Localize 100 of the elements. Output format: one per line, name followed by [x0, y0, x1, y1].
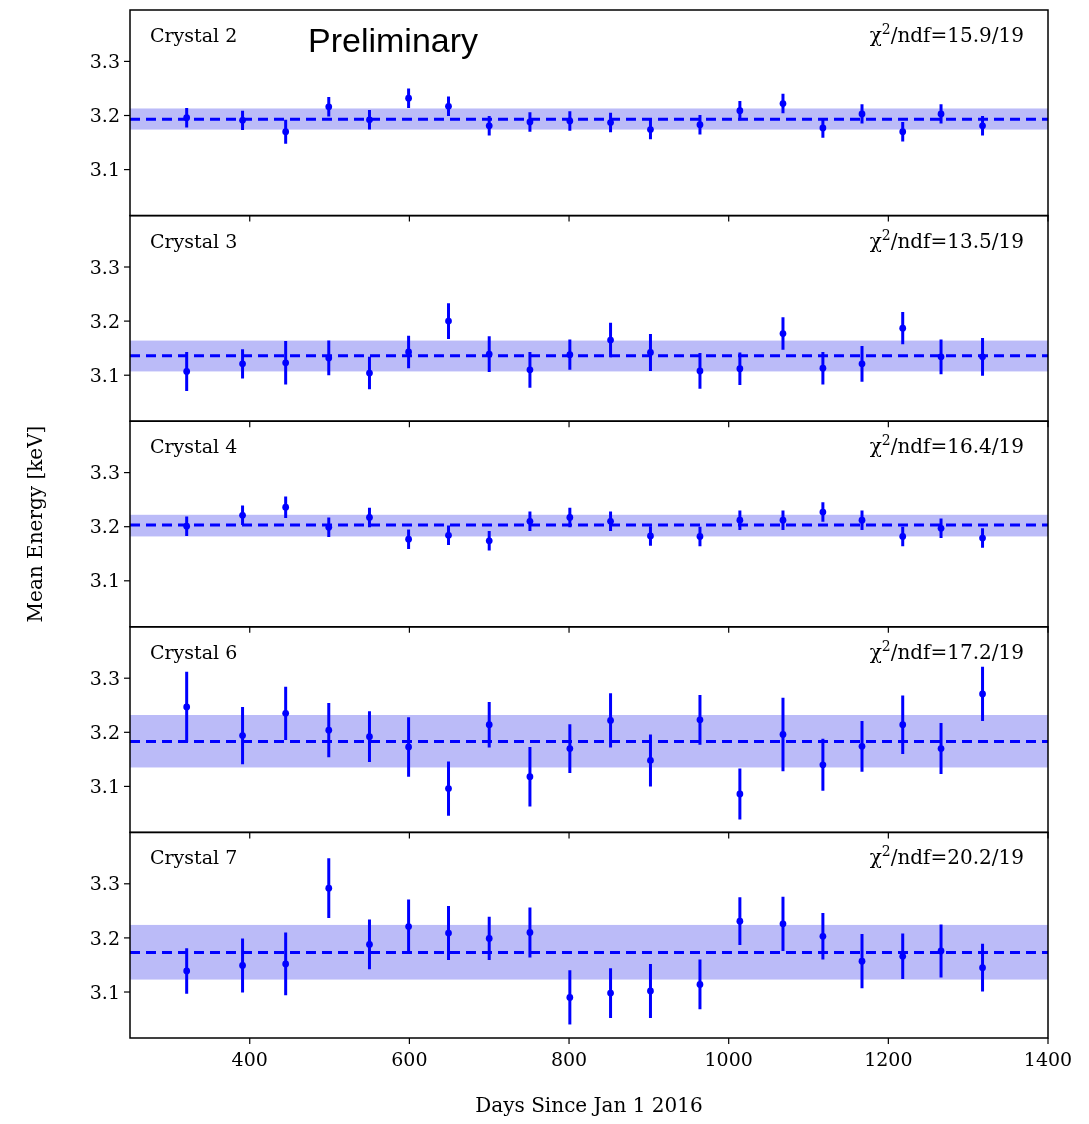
point [282, 960, 290, 968]
point [183, 967, 191, 975]
point [183, 114, 191, 122]
point [485, 537, 493, 545]
y-axis-title: Mean Energy [keV] [23, 425, 47, 623]
point [325, 884, 333, 892]
point [607, 517, 614, 525]
point [819, 761, 827, 769]
point [566, 117, 574, 125]
point [405, 348, 412, 356]
point [937, 947, 945, 955]
text: Crystal 3 [150, 229, 238, 252]
point [282, 709, 290, 717]
point [183, 368, 191, 375]
y-tick-label: 3.3 [89, 255, 120, 278]
y-tick-label: 3.1 [89, 980, 120, 1003]
y-tick-label: 3.1 [89, 775, 120, 798]
point [937, 110, 945, 118]
point [937, 524, 945, 532]
x-axis-title: Days Since Jan 1 2016 [475, 1093, 703, 1117]
point [325, 103, 333, 111]
annotation: χ$^{2}$/ndf=15.9/19 [869, 21, 1024, 47]
point [607, 119, 614, 126]
point [937, 353, 945, 361]
point [485, 350, 493, 358]
point [779, 100, 787, 107]
point [979, 964, 986, 972]
text: Crystal 7 [150, 846, 238, 869]
x-tick-label: 400 [231, 1048, 268, 1070]
point [405, 94, 412, 102]
point [526, 773, 534, 781]
y-tick-label: 3.2 [89, 104, 120, 127]
point [282, 128, 290, 136]
point [858, 516, 866, 524]
point [899, 324, 907, 332]
point [183, 522, 191, 530]
y-tick-label: 3.3 [89, 50, 120, 73]
point [405, 743, 412, 751]
point [979, 353, 986, 361]
annotation: χ$^{2}$/ndf=17.2/19 [869, 637, 1024, 664]
y-tick-label: 3.3 [89, 461, 120, 484]
point [485, 935, 493, 942]
point [366, 369, 373, 377]
point [736, 107, 744, 115]
point [325, 726, 333, 734]
point [736, 917, 744, 925]
point [526, 366, 534, 374]
point [858, 742, 866, 750]
y-tick-label: 3.2 [89, 309, 120, 332]
point [647, 987, 654, 995]
point [647, 349, 654, 356]
point [526, 517, 534, 525]
point [566, 514, 574, 521]
point [282, 503, 290, 511]
y-tick-label: 3.2 [89, 926, 120, 949]
x-tick-label: 600 [391, 1048, 428, 1070]
y-tick-label: 3.3 [89, 666, 120, 689]
y-tick-label: 3.1 [89, 569, 120, 592]
point [819, 124, 827, 132]
point [696, 533, 704, 540]
point [366, 941, 373, 948]
x-tick-label: 1000 [704, 1048, 753, 1070]
point [485, 122, 493, 130]
text: Crystal 2 [150, 24, 238, 46]
point [239, 962, 246, 969]
point [526, 929, 534, 936]
point [779, 330, 787, 337]
x-tick-label: 1200 [864, 1048, 913, 1070]
point [239, 511, 246, 519]
point [696, 716, 704, 724]
point [858, 360, 866, 368]
point [736, 790, 744, 798]
point [899, 533, 907, 540]
point [405, 923, 412, 930]
y-tick-label: 3.2 [89, 515, 120, 538]
annotation: χ$^{2}$/ndf=16.4/19 [869, 432, 1024, 459]
point [445, 317, 452, 325]
annotation: Preliminary [308, 21, 479, 59]
point [183, 703, 191, 711]
y-tick-label: 3.3 [89, 872, 120, 895]
point [858, 110, 866, 118]
point [696, 121, 704, 129]
point [239, 360, 246, 368]
point [445, 531, 452, 539]
point [239, 732, 246, 739]
y-tick-label: 3.2 [89, 720, 120, 743]
point [819, 364, 827, 372]
point [696, 367, 704, 375]
point [937, 745, 945, 752]
point [366, 514, 373, 521]
annotation: χ$^{2}$/ndf=20.2/19 [869, 843, 1024, 870]
point [366, 116, 373, 124]
point [979, 534, 986, 542]
point [899, 721, 907, 729]
point [696, 981, 704, 988]
point [526, 118, 534, 126]
point [607, 989, 614, 997]
point [979, 122, 986, 130]
text: Crystal 6 [150, 640, 238, 663]
point [366, 733, 373, 741]
